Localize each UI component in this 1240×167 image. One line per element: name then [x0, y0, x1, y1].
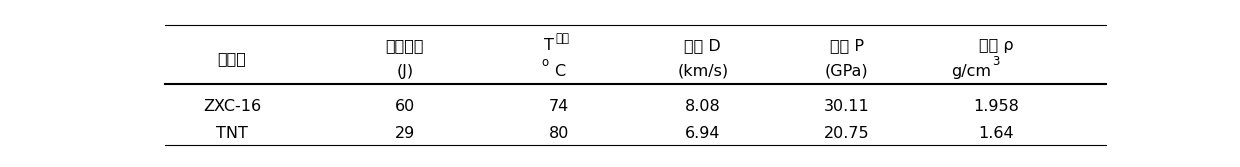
Text: 爆压 P: 爆压 P — [830, 38, 864, 53]
Text: 熔点: 熔点 — [556, 32, 569, 45]
Text: (km/s): (km/s) — [677, 64, 728, 79]
Text: ZXC-16: ZXC-16 — [203, 99, 260, 114]
Text: T: T — [544, 38, 554, 53]
Text: 3: 3 — [992, 55, 999, 68]
Text: 化合物: 化合物 — [217, 51, 247, 66]
Text: g/cm: g/cm — [951, 64, 991, 79]
Text: 30.11: 30.11 — [825, 99, 869, 114]
Text: 60: 60 — [394, 99, 415, 114]
Text: (GPa): (GPa) — [825, 64, 869, 79]
Text: TNT: TNT — [216, 126, 248, 141]
Text: 1.958: 1.958 — [973, 99, 1019, 114]
Text: 8.08: 8.08 — [684, 99, 720, 114]
Text: o: o — [542, 56, 548, 69]
Text: 20.75: 20.75 — [825, 126, 869, 141]
Text: C: C — [554, 64, 565, 79]
Text: 29: 29 — [394, 126, 415, 141]
Text: 密度 ρ: 密度 ρ — [978, 38, 1013, 53]
Text: 6.94: 6.94 — [684, 126, 720, 141]
Text: (J): (J) — [397, 64, 413, 79]
Text: 74: 74 — [548, 99, 569, 114]
Text: 撞击感度: 撞击感度 — [386, 38, 424, 53]
Text: 80: 80 — [548, 126, 569, 141]
Text: 1.64: 1.64 — [978, 126, 1013, 141]
Text: 爆速 D: 爆速 D — [684, 38, 722, 53]
